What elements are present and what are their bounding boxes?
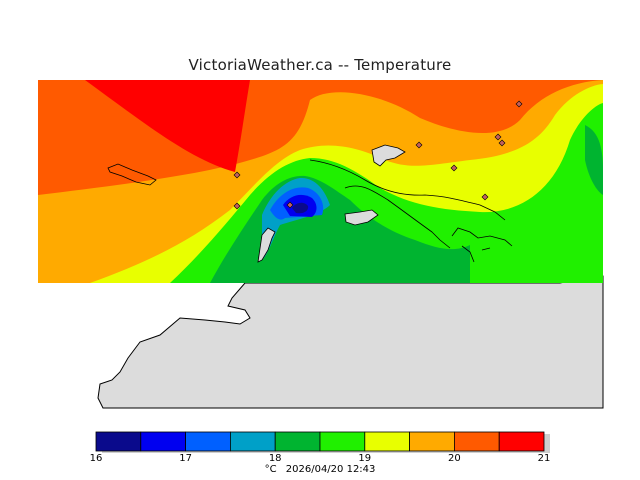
map-title: VictoriaWeather.ca -- Temperature <box>188 56 452 74</box>
colorbar-bin-3 <box>229 431 276 452</box>
station-marker[interactable] <box>415 141 423 149</box>
legend-unit: °C <box>264 464 277 475</box>
station-marker[interactable] <box>498 139 506 147</box>
colorbar-bin-6 <box>364 431 410 452</box>
station-marker[interactable] <box>494 133 502 141</box>
colorbar-tick-label: 20 <box>448 453 461 464</box>
colorbar <box>95 431 550 453</box>
coastline-inner <box>344 185 513 263</box>
inlet-land <box>257 227 276 263</box>
station-marker[interactable] <box>233 202 241 210</box>
colorbar-tick-label: 18 <box>268 453 282 464</box>
colorbar-bin-9 <box>498 431 545 452</box>
island-small <box>344 209 379 226</box>
colorbar-tick-label: 21 <box>537 453 551 464</box>
colorbar-bin-5 <box>319 431 366 452</box>
station-marker[interactable] <box>233 171 241 179</box>
station-marker[interactable] <box>450 164 458 172</box>
colorbar-tick-label: 16 <box>89 453 103 464</box>
legend-footer: °C 2026/04/20 12:43 <box>0 464 640 475</box>
station-marker[interactable] <box>515 100 523 108</box>
island-west <box>107 163 157 186</box>
station-marker[interactable] <box>286 201 294 209</box>
colorbar-bin-2 <box>185 431 231 452</box>
station-markers <box>233 100 523 210</box>
colorbar-bin-7 <box>409 431 455 452</box>
spit-coast <box>371 144 406 167</box>
colorbar-bin-1 <box>140 431 187 452</box>
temperature-field <box>38 80 603 283</box>
legend-timestamp: 2026/04/20 12:43 <box>285 464 376 475</box>
colorbar-bin-8 <box>453 431 500 452</box>
land-mass <box>97 271 604 409</box>
coastline-north <box>309 159 506 221</box>
colorbar-bin-4 <box>274 431 321 452</box>
station-marker[interactable] <box>481 193 489 201</box>
colorbar-tick-label: 19 <box>358 453 372 464</box>
colorbar-tick-label: 17 <box>179 453 192 464</box>
colorbar-bin-0 <box>95 431 142 452</box>
